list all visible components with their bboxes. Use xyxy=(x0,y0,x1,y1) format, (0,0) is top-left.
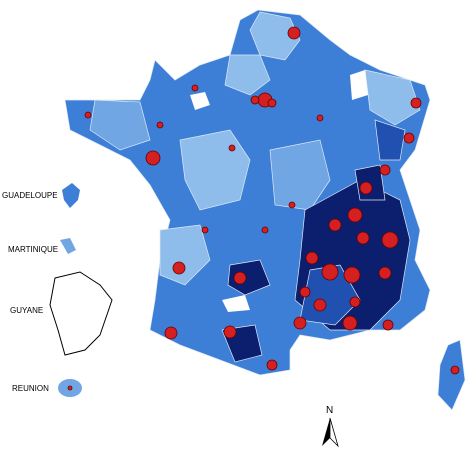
martinique-shape xyxy=(60,238,76,254)
light-region xyxy=(159,224,211,286)
circle xyxy=(316,114,324,122)
circle xyxy=(164,326,178,340)
overseas-label: REUNION xyxy=(12,384,49,393)
arrow-left xyxy=(322,418,330,446)
circle xyxy=(359,181,373,195)
circle xyxy=(343,266,361,284)
north-label: N xyxy=(326,405,333,416)
circle xyxy=(381,231,399,249)
circle xyxy=(261,226,269,234)
circle xyxy=(313,298,327,312)
light-region xyxy=(224,54,271,96)
circle xyxy=(201,226,209,234)
circle xyxy=(382,319,394,331)
circle xyxy=(267,98,277,108)
circle xyxy=(67,385,73,391)
light-region xyxy=(89,99,151,151)
circle xyxy=(156,121,164,129)
arrow-right xyxy=(329,417,339,448)
mid-region xyxy=(374,119,406,161)
circle xyxy=(228,144,236,152)
circle xyxy=(84,111,92,119)
circle xyxy=(299,286,311,298)
overseas-label: GUYANE xyxy=(10,306,43,315)
mainland xyxy=(64,9,431,376)
corsica xyxy=(437,339,466,411)
circle xyxy=(347,207,363,223)
north-arrow: N xyxy=(322,405,339,448)
circle xyxy=(223,325,237,339)
circle xyxy=(250,95,260,105)
guyane-shape xyxy=(49,271,113,356)
circle xyxy=(349,296,361,308)
circle xyxy=(145,150,161,166)
circle xyxy=(328,218,342,232)
circle xyxy=(410,97,422,109)
blank-area xyxy=(350,70,368,100)
light-region xyxy=(364,69,421,126)
circle xyxy=(287,26,301,40)
circle xyxy=(172,261,186,275)
circles xyxy=(84,26,460,375)
guadeloupe-shape xyxy=(62,183,80,208)
circle xyxy=(288,201,296,209)
blank-area xyxy=(190,92,210,110)
circle xyxy=(305,251,319,265)
blank-area xyxy=(222,295,250,312)
circle xyxy=(321,263,339,281)
circle xyxy=(378,266,392,280)
circle xyxy=(342,315,358,331)
circle xyxy=(266,359,278,371)
circle xyxy=(450,365,460,375)
overseas xyxy=(49,183,113,397)
circle xyxy=(191,84,199,92)
circle xyxy=(379,164,391,176)
overseas-label: GUADELOUPE xyxy=(2,191,58,200)
circle xyxy=(233,271,247,285)
circle xyxy=(356,231,370,245)
circle xyxy=(293,316,307,330)
light-region xyxy=(249,11,301,61)
light-region xyxy=(269,139,331,211)
overseas-label: MARTINIQUE xyxy=(8,245,58,254)
dark-region xyxy=(227,259,271,296)
circle xyxy=(403,132,415,144)
